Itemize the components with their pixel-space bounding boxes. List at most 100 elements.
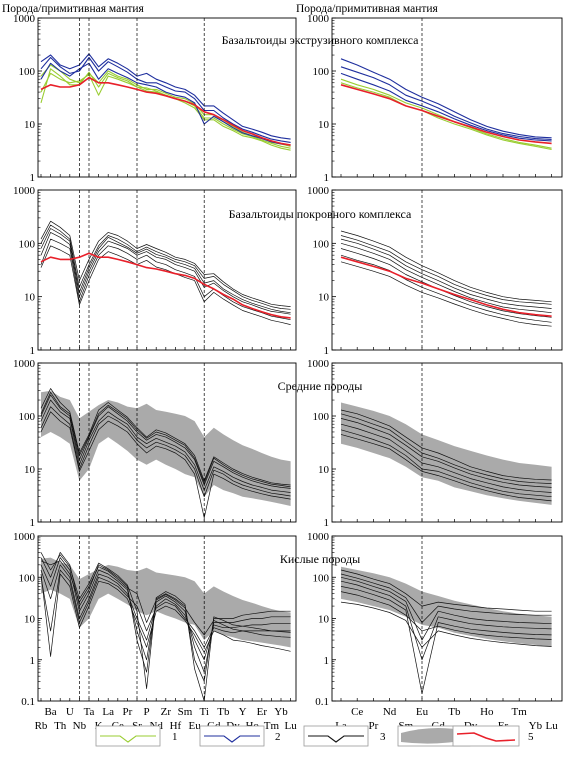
y-tick-label: 1000 — [307, 358, 330, 370]
x-tick-label: Eu — [416, 706, 429, 718]
series-line — [340, 82, 552, 151]
series-line — [340, 235, 552, 305]
legend-swatch-box — [199, 725, 265, 747]
y-tick-label: 1 — [324, 517, 330, 529]
y-tick-label: 1000 — [13, 358, 36, 370]
y-tick-label: 100 — [19, 572, 36, 584]
x-tick-label: Ce — [351, 706, 363, 718]
x-tick-label: Er — [257, 706, 268, 718]
x-tick-label: Pr — [123, 706, 133, 718]
series-line — [340, 576, 552, 641]
x-tick-label: Tb — [217, 706, 230, 718]
series-line — [340, 66, 552, 141]
series-line — [340, 591, 552, 640]
series-line — [40, 228, 291, 314]
series-line — [340, 254, 552, 323]
series-line — [340, 429, 552, 498]
x-tick-label: Yb — [274, 706, 288, 718]
y-tick-label: 10 — [24, 119, 36, 131]
y-tick-label: 100 — [313, 411, 330, 423]
x-tick-label: Tm — [264, 720, 280, 732]
y-tick-label: 1 — [324, 172, 330, 184]
series-line — [340, 569, 552, 612]
x-tick-label: Eu — [188, 720, 201, 732]
series-line — [340, 601, 552, 648]
series-line — [340, 256, 552, 317]
legend-swatch-line — [204, 735, 260, 743]
y-tick-label: 1 — [30, 172, 36, 184]
legend-label: 3 — [380, 731, 386, 743]
y-tick-label: 10 — [24, 292, 36, 304]
y-tick-label: 100 — [19, 411, 36, 423]
y-tick-label: 10 — [318, 292, 330, 304]
series-line — [40, 394, 291, 489]
plot-frame — [331, 189, 563, 351]
x-tick-label: Sm — [178, 706, 193, 718]
x-tick-label: Nb — [73, 720, 87, 732]
y-axis-label-left: Порода/примитивная мантия — [2, 3, 145, 15]
x-tick-label: Tb — [448, 706, 461, 718]
x-tick-label: Lu — [545, 720, 558, 732]
series-line — [340, 573, 552, 623]
x-tick-label: Nd — [383, 706, 397, 718]
series-line — [40, 569, 291, 648]
y-tick-label: 1 — [30, 345, 36, 357]
y-tick-label: 10 — [318, 464, 330, 476]
series-line — [40, 232, 291, 315]
series-line — [40, 557, 291, 673]
y-tick-label: 1 — [30, 517, 36, 529]
x-tick-label: Zr — [161, 706, 172, 718]
legend-swatch-box — [452, 725, 520, 747]
plot-frame — [37, 362, 297, 523]
series-line — [340, 58, 552, 139]
x-tick-label: Tm — [512, 706, 528, 718]
legend-swatch-band — [401, 727, 467, 744]
y-tick-label: 1000 — [13, 185, 36, 197]
panel-title: Базальтоиды покровного комплекса — [229, 207, 412, 221]
y-tick-label: 1000 — [307, 531, 330, 543]
panel-title: Кислые породы — [280, 552, 360, 566]
y-tick-label: 10 — [24, 464, 36, 476]
series-line — [340, 261, 552, 327]
series-line — [340, 230, 552, 303]
series-line — [40, 220, 291, 307]
series-line — [40, 224, 291, 310]
series-line — [340, 580, 552, 661]
series-line — [40, 564, 291, 661]
y-tick-label: 10 — [318, 614, 330, 626]
series-line — [40, 552, 291, 702]
plot-frame — [331, 17, 563, 178]
series-line — [40, 238, 291, 321]
series-line — [40, 406, 291, 498]
series-line — [340, 84, 552, 145]
y-tick-label: 1000 — [307, 13, 330, 25]
legend-label: 1 — [172, 731, 178, 743]
series-line — [40, 552, 291, 682]
series-line — [40, 76, 291, 146]
plot-frame — [37, 17, 297, 178]
legend-swatch-box — [303, 725, 369, 747]
y-tick-label: 100 — [19, 66, 36, 78]
series-line — [340, 248, 552, 318]
y-tick-label: 1 — [324, 345, 330, 357]
y-tick-label: 1000 — [13, 531, 36, 543]
series-line — [340, 242, 552, 314]
series-line — [40, 252, 291, 319]
series-line — [340, 418, 552, 488]
legend-swatch-line — [100, 735, 156, 743]
series-line — [40, 62, 291, 146]
series-line — [340, 238, 552, 309]
legend-swatch-box — [95, 725, 161, 747]
series-line — [40, 399, 291, 493]
series-line — [340, 72, 552, 142]
x-tick-label: Yb — [529, 720, 543, 732]
x-tick-label: Ba — [44, 706, 56, 718]
series-line — [40, 411, 291, 519]
x-tick-label: Rb — [35, 720, 48, 732]
x-tick-label: Th — [54, 720, 67, 732]
y-tick-label: 1 — [30, 655, 36, 667]
series-line — [340, 586, 552, 695]
y-tick-label: 0.1 — [21, 696, 35, 708]
legend-swatch-line — [456, 732, 516, 742]
series-line — [40, 391, 291, 488]
